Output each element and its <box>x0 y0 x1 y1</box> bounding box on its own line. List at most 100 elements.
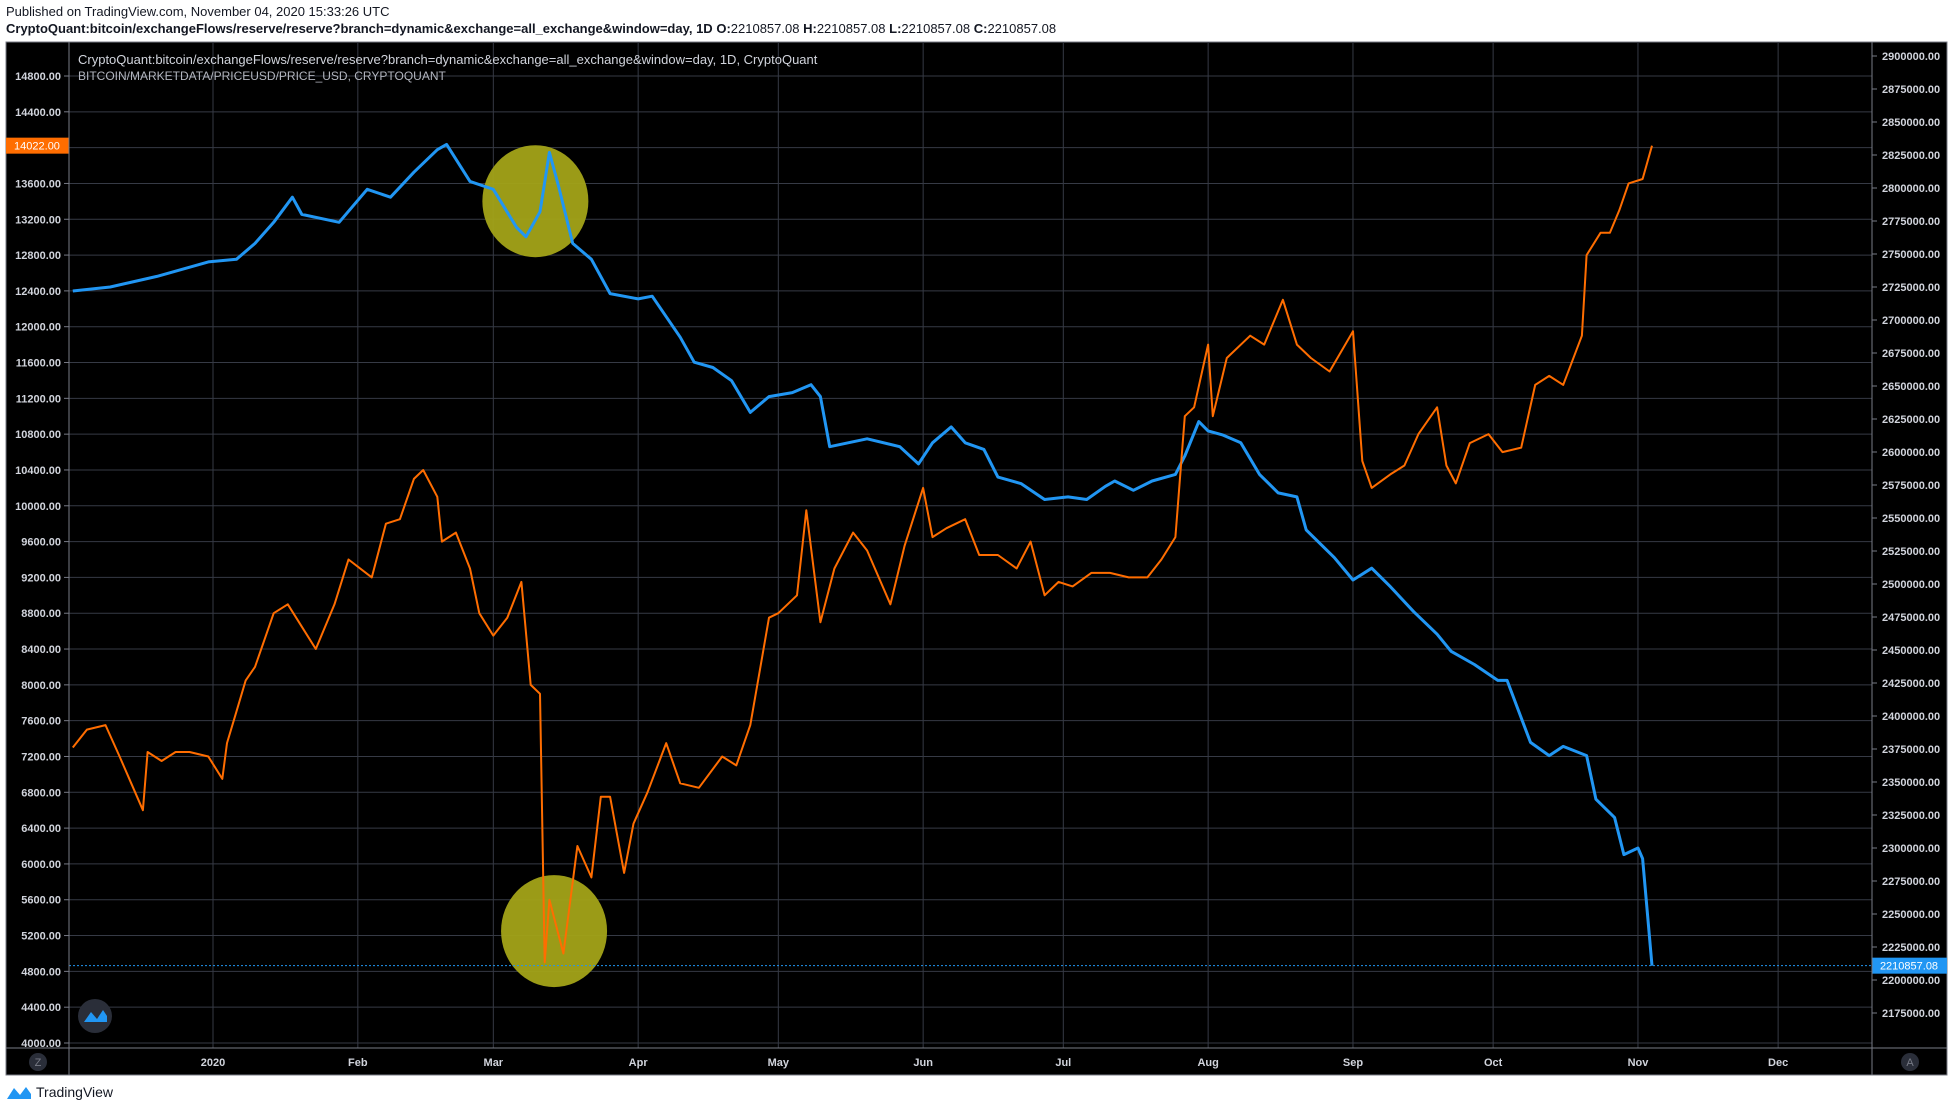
highlight-circle <box>501 875 608 988</box>
left-axis-tick-label: 14400.00 <box>15 107 61 119</box>
brand-name: TradingView <box>36 1084 114 1100</box>
left-axis-tick-label: 6800.00 <box>21 787 61 799</box>
right-axis-tick-label: 2450000.00 <box>1882 645 1940 657</box>
tradingview-watermark-logo <box>78 999 112 1033</box>
highlight-circle <box>482 145 589 258</box>
left-axis-tick-label: 13200.00 <box>15 214 61 226</box>
left-axis-tick-label: 8000.00 <box>21 680 61 692</box>
price-last-value: 14022.00 <box>14 141 60 153</box>
series-line-price <box>72 145 1653 964</box>
high-value: 2210857.08 <box>816 21 886 36</box>
left-axis-tick-label: 8400.00 <box>21 644 61 656</box>
time-axis-label: Nov <box>1628 1057 1650 1069</box>
svg-text:Z: Z <box>35 1057 42 1069</box>
left-axis-tick-label: 4800.00 <box>21 966 61 978</box>
left-axis-tick-label: 7200.00 <box>21 751 61 763</box>
axes: 14800.00 14400.00 13600.00 13200.00 12800.00… <box>6 51 1947 1069</box>
right-axis-tick-label: 2225000.00 <box>1882 942 1940 954</box>
time-axis-label: Aug <box>1197 1057 1218 1069</box>
right-axis-tick-label: 2725000.00 <box>1882 282 1940 294</box>
time-axis-label: Sep <box>1343 1057 1363 1069</box>
right-axis-tick-label: 2625000.00 <box>1882 414 1940 426</box>
legend-reserve[interactable]: CryptoQuant:bitcoin/exchangeFlows/reserv… <box>78 52 818 67</box>
time-axis-label: 2020 <box>201 1057 225 1069</box>
open-value: 2210857.08 <box>730 21 800 36</box>
right-axis-tick-label: 2550000.00 <box>1882 513 1940 525</box>
reserve-last-value-badge <box>1872 957 1947 974</box>
left-axis-tick-label: 9600.00 <box>21 537 61 549</box>
left-axis-tick-label: 7600.00 <box>21 716 61 728</box>
right-axis-tick-label: 2825000.00 <box>1882 150 1940 162</box>
right-axis-tick-label: 2500000.00 <box>1882 579 1940 591</box>
symbol-name: CryptoQuant:bitcoin/exchangeFlows/reserv… <box>6 21 713 36</box>
right-axis-tick-label: 2375000.00 <box>1882 744 1940 756</box>
right-axis-tick-label: 2200000.00 <box>1882 975 1940 987</box>
series-line-reserve <box>72 142 1654 966</box>
right-axis-tick-label: 2675000.00 <box>1882 348 1940 360</box>
svg-text:A: A <box>1906 1057 1914 1069</box>
left-axis-tick-label: 10000.00 <box>15 501 61 513</box>
right-axis-tick-label: 2350000.00 <box>1882 777 1940 789</box>
right-axis-tick-label: 2800000.00 <box>1882 183 1940 195</box>
right-axis-tick-label: 2700000.00 <box>1882 315 1940 327</box>
right-axis-tick-label: 2650000.00 <box>1882 381 1940 393</box>
tradingview-logo-icon <box>7 1087 31 1099</box>
right-axis-tick-label: 2600000.00 <box>1882 447 1940 459</box>
left-axis-tick-label: 12400.00 <box>15 286 61 298</box>
right-axis-tick-label: 2275000.00 <box>1882 876 1940 888</box>
highlights <box>482 145 608 988</box>
low-value: 2210857.08 <box>901 21 971 36</box>
right-axis-tick-label: 2750000.00 <box>1882 249 1940 261</box>
left-axis-tick-label: 4000.00 <box>21 1038 61 1050</box>
time-axis-label: Jun <box>913 1057 933 1069</box>
chart-background <box>5 41 1948 1076</box>
auto-scale-button[interactable]: A <box>1901 1053 1919 1071</box>
left-axis-tick-label: 9200.00 <box>21 572 61 584</box>
right-axis-tick-label: 2775000.00 <box>1882 216 1940 228</box>
left-axis-tick-label: 12000.00 <box>15 322 61 334</box>
left-axis-tick-label: 11600.00 <box>16 358 61 370</box>
right-axis-tick-label: 2300000.00 <box>1882 843 1940 855</box>
time-axis-label: Mar <box>484 1057 504 1069</box>
published-caption: Published on TradingView.com, November 0… <box>6 4 390 19</box>
left-axis-tick-label: 11200.00 <box>16 393 61 405</box>
reserve-last-value: 2210857.08 <box>1880 961 1938 973</box>
left-axis-tick-label: 10800.00 <box>15 429 61 441</box>
right-axis-tick-label: 2325000.00 <box>1882 810 1940 822</box>
left-axis-tick-label: 5600.00 <box>21 895 61 907</box>
left-axis-tick-label: 5200.00 <box>21 931 61 943</box>
time-axis-label: Feb <box>348 1057 368 1069</box>
legend-price[interactable]: BITCOIN/MARKETDATA/PRICEUSD/PRICE_USD, C… <box>78 69 446 83</box>
time-axis-label: Oct <box>1484 1057 1503 1069</box>
right-axis-tick-label: 2250000.00 <box>1882 909 1940 921</box>
time-axis-label: Apr <box>629 1057 649 1069</box>
left-axis-tick-label: 6400.00 <box>21 823 61 835</box>
right-axis-tick-label: 2850000.00 <box>1882 117 1940 129</box>
time-axis-label: May <box>768 1057 790 1069</box>
ohlc-values: O:2210857.08 H:2210857.08 L:2210857.08 C… <box>716 21 1057 36</box>
right-axis-tick-label: 2175000.00 <box>1882 1008 1940 1020</box>
right-axis-tick-label: 2400000.00 <box>1882 711 1940 723</box>
left-axis-tick-label: 14800.00 <box>15 71 61 83</box>
left-axis-tick-label: 6000.00 <box>21 859 61 871</box>
time-axis-label: Jul <box>1055 1057 1071 1069</box>
left-axis-tick-label: 4400.00 <box>21 1002 61 1014</box>
footer-brand[interactable]: TradingView <box>6 1084 113 1100</box>
symbol-header: CryptoQuant:bitcoin/exchangeFlows/reserv… <box>6 21 1056 36</box>
right-axis-tick-label: 2425000.00 <box>1882 678 1940 690</box>
right-axis-tick-label: 2875000.00 <box>1882 84 1940 96</box>
left-axis-tick-label: 12800.00 <box>15 250 61 262</box>
left-axis-tick-label: 13600.00 <box>15 178 61 190</box>
series-lines <box>69 142 1872 967</box>
time-axis-label: Dec <box>1768 1057 1788 1069</box>
close-value: 2210857.08 <box>987 21 1057 36</box>
right-axis-tick-label: 2575000.00 <box>1882 480 1940 492</box>
right-axis-tick-label: 2475000.00 <box>1882 612 1940 624</box>
right-axis-tick-label: 2900000.00 <box>1882 51 1940 63</box>
right-axis-tick-label: 2525000.00 <box>1882 546 1940 558</box>
left-scale-button[interactable]: Z <box>29 1053 47 1071</box>
left-axis-tick-label: 10400.00 <box>15 465 61 477</box>
price-last-value-badge <box>6 137 69 154</box>
left-axis-tick-label: 8800.00 <box>21 608 61 620</box>
